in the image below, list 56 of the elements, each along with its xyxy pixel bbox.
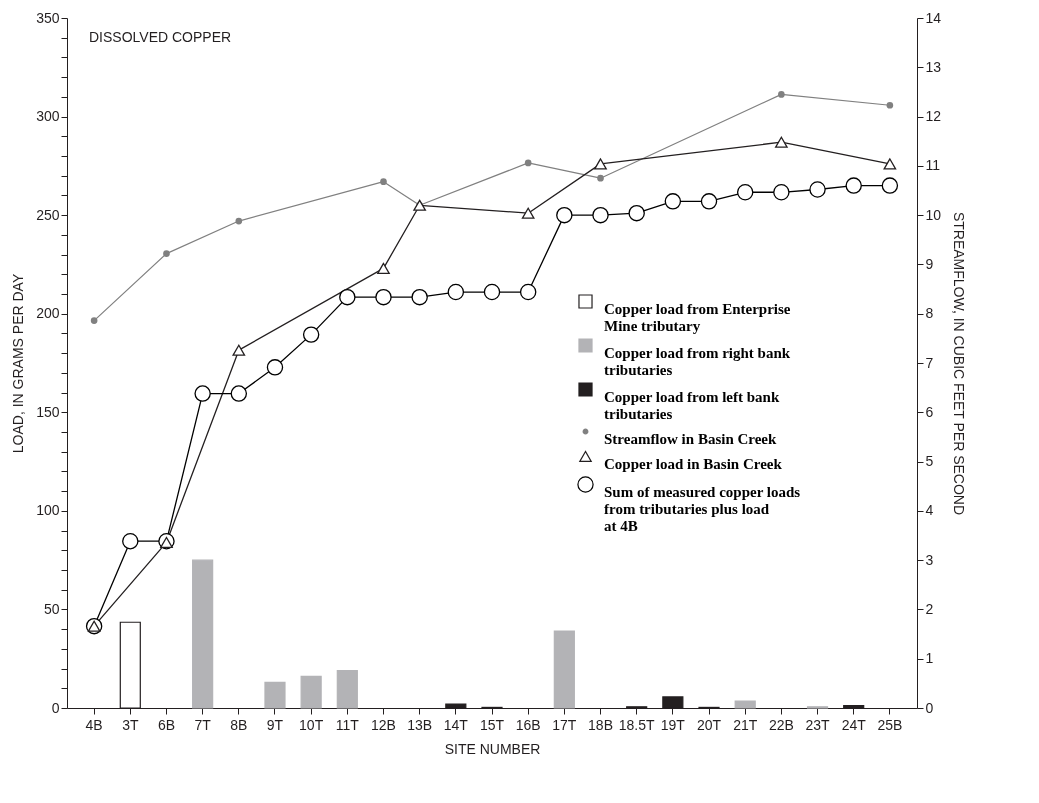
y-tick-label: 350	[36, 9, 60, 26]
x-tick-label: 19T	[660, 716, 686, 733]
y2-axis-title: STREAMFLOW, IN CUBIC FEET PER SECOND	[951, 211, 968, 516]
x-axis-title: SITE NUMBER	[444, 740, 541, 757]
x-tick-label: 23T	[805, 716, 831, 733]
x-tick-label: 25B	[877, 716, 903, 733]
y2-tick-label: 0	[925, 699, 934, 716]
x-tick-label: 7T	[194, 716, 212, 733]
y2-tick-label: 3	[925, 551, 934, 568]
y2-tick-label: 11	[925, 157, 941, 174]
y-tick-label: 100	[36, 502, 60, 519]
x-tick-label: 12B	[371, 716, 396, 733]
y2-tick-label: 5	[925, 453, 934, 470]
x-tick-label: 24T	[841, 716, 867, 733]
y2-tick-label: 9	[925, 255, 934, 272]
x-tick-label: 3T	[122, 716, 139, 733]
x-tick-label: 21T	[733, 716, 758, 733]
y-tick-label: 150	[36, 403, 60, 420]
text: DISSOLVED COPPER	[89, 29, 232, 45]
y-tick-label: 200	[36, 305, 60, 322]
x-tick-label: 16B	[515, 716, 541, 733]
x-tick-label: 9T	[266, 716, 284, 733]
y2-tick-label: 10	[925, 206, 942, 223]
y-tick-label: 50	[43, 600, 60, 617]
x-tick-label: 11T	[335, 716, 360, 733]
y2-tick-label: 4	[925, 502, 934, 519]
x-tick-label: 17T	[552, 716, 577, 733]
x-tick-label: 20T	[696, 716, 722, 733]
x-tick-label: 18B	[588, 716, 613, 733]
x-tick-label: 4B	[85, 716, 103, 733]
y2-tick-label: 6	[925, 403, 934, 420]
y-tick-label: 0	[51, 699, 60, 716]
y2-tick-label: 8	[925, 305, 934, 322]
legend-label: Streamflow in Basin Creek	[604, 430, 778, 447]
legend-label: Sum of measured copper loads from tributaries plus load at 4B	[604, 483, 801, 534]
legend-label: Copper load from left bank tributaries	[604, 388, 780, 422]
x-tick-label: 18.5T	[618, 716, 656, 733]
y2-tick-label: 12	[925, 108, 942, 125]
y2-tick-label: 1	[925, 650, 934, 667]
legend-label: Copper load from right bank tributaries	[604, 344, 791, 378]
x-tick-label: 22B	[768, 716, 794, 733]
y-tick-label: 250	[36, 206, 60, 223]
y-tick-label: 300	[36, 108, 60, 125]
y2-tick-label: 14	[925, 9, 942, 26]
y-axis-title: LOAD, IN GRAMS PER DAY	[10, 273, 27, 454]
legend-label: Copper load in Basin Creek	[604, 455, 783, 472]
x-tick-label: 8B	[230, 716, 248, 733]
y2-tick-label: 2	[925, 600, 934, 617]
x-tick-label: 10T	[299, 716, 324, 733]
x-tick-label: 15T	[479, 716, 505, 733]
x-tick-label: 13B	[407, 716, 433, 733]
y2-tick-label: 7	[925, 354, 934, 371]
legend-label: Copper load from Enterprise Mine tributary	[604, 300, 791, 334]
y2-tick-label: 13	[925, 58, 942, 75]
x-tick-label: 6B	[157, 716, 176, 733]
x-tick-label: 14T	[443, 716, 469, 733]
